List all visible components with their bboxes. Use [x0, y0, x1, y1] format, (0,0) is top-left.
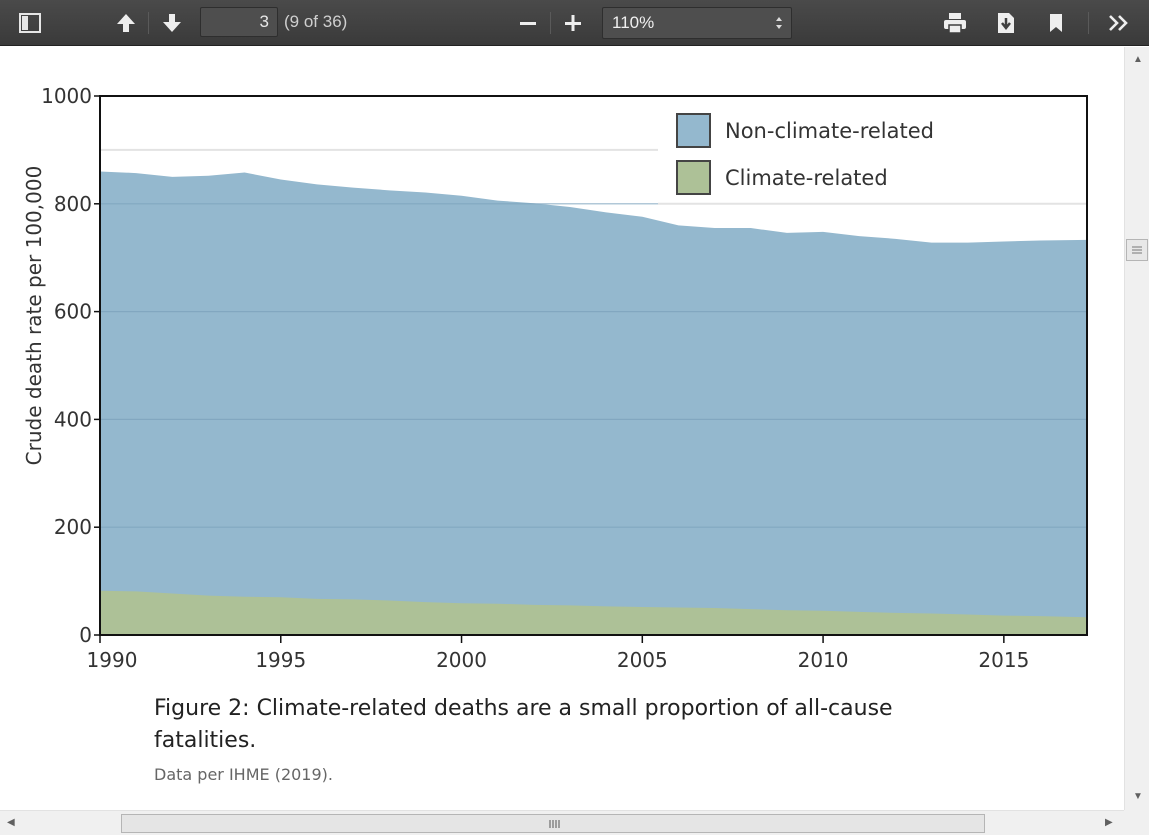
- pdf-toolbar: 3 (9 of 36) 110%: [0, 0, 1149, 46]
- scrollbar-corner: [1124, 810, 1149, 835]
- page-number-input[interactable]: 3: [200, 7, 278, 37]
- download-icon[interactable]: [990, 7, 1022, 39]
- grip-icon: [1132, 246, 1142, 254]
- x-tick-label: 2000: [436, 648, 487, 672]
- area-series-climate: [100, 590, 1087, 635]
- scroll-down-arrow-icon[interactable]: ▼: [1133, 791, 1143, 802]
- y-tick-label: 600: [54, 300, 92, 324]
- scroll-left-arrow-icon[interactable]: ◀: [7, 817, 15, 828]
- toolbar-separator: [550, 12, 551, 34]
- zoom-select[interactable]: 110%: [602, 7, 792, 39]
- x-tick-label: 1995: [255, 648, 306, 672]
- toolbar-separator: [1088, 12, 1089, 34]
- double-chevron-right-icon[interactable]: [1103, 7, 1135, 39]
- plus-icon[interactable]: [557, 7, 589, 39]
- zoom-value: 110%: [612, 13, 655, 32]
- arrow-down-icon[interactable]: [156, 7, 188, 39]
- document-viewport: 0 200 400 600 800 1000 1990 1995 2000 2005 2010 201…: [0, 47, 1124, 810]
- legend-swatch-1: [676, 160, 711, 195]
- minus-icon[interactable]: [512, 7, 544, 39]
- bookmark-icon[interactable]: [1040, 7, 1072, 39]
- legend-label: Climate-related: [725, 166, 888, 190]
- horizontal-scrollbar[interactable]: ◀ ▶: [0, 810, 1124, 835]
- grip-icon: [549, 820, 560, 828]
- printer-icon[interactable]: [939, 7, 971, 39]
- y-tick-label: 1000: [41, 84, 92, 108]
- toolbar-separator: [148, 12, 149, 34]
- x-tick-label: 1990: [87, 648, 138, 672]
- legend-swatch-0: [676, 113, 711, 148]
- area-chart: 0 200 400 600 800 1000 1990 1995 2000 2005 2010 201…: [22, 84, 1088, 672]
- vertical-scroll-thumb[interactable]: [1126, 239, 1148, 261]
- y-tick-label: 200: [54, 515, 92, 539]
- y-tick-label: 400: [54, 407, 92, 431]
- x-tick-label: 2010: [798, 648, 849, 672]
- horizontal-scroll-thumb[interactable]: [121, 814, 985, 833]
- y-tick-label: 0: [79, 623, 92, 647]
- scroll-right-arrow-icon[interactable]: ▶: [1105, 817, 1113, 828]
- page-count-label: (9 of 36): [284, 12, 348, 31]
- legend-label: Non-climate-related: [725, 119, 934, 143]
- area-series-non-climate: [100, 171, 1087, 635]
- plot-frame: [99, 95, 1088, 636]
- select-arrows-icon: [776, 17, 782, 29]
- vertical-scrollbar[interactable]: ▲ ▼: [1124, 47, 1149, 810]
- x-tick-label: 2005: [617, 648, 668, 672]
- y-axis-label: Crude death rate per 100,000: [22, 166, 46, 466]
- figure-caption: Figure 2: Climate-related deaths are a s…: [154, 696, 893, 753]
- y-tick-label: 800: [54, 192, 92, 216]
- figure-source: Data per IHME (2019).: [154, 765, 333, 784]
- scroll-up-arrow-icon[interactable]: ▲: [1133, 54, 1143, 65]
- arrow-up-icon[interactable]: [110, 7, 142, 39]
- sidebar-toggle-icon[interactable]: [14, 7, 46, 39]
- x-tick-label: 2015: [978, 648, 1029, 672]
